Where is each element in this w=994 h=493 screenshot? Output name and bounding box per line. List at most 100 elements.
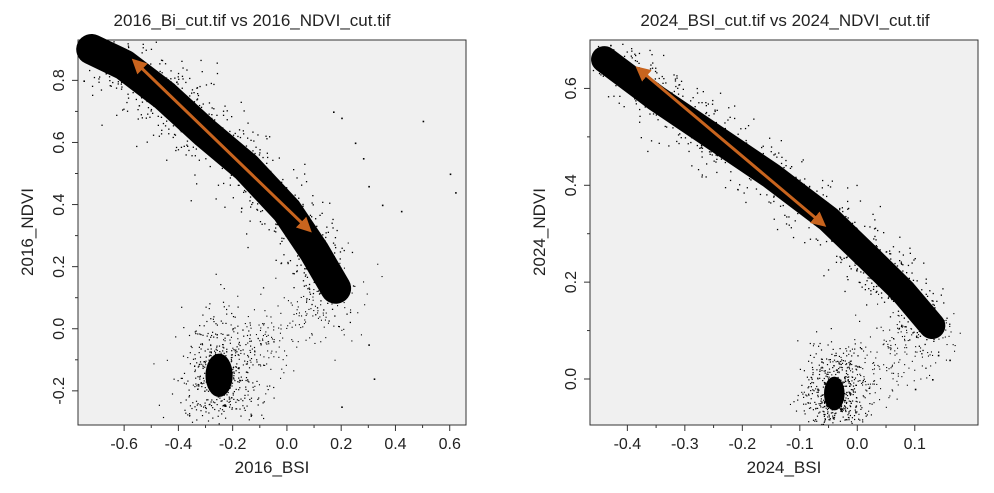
scatter-point <box>838 390 840 392</box>
scatter-point <box>759 193 762 196</box>
scatter-point <box>806 376 808 378</box>
scatter-point <box>879 277 881 279</box>
scatter-point <box>773 195 775 197</box>
scatter-point <box>855 412 857 414</box>
scatter-point <box>873 286 875 288</box>
scatter-point <box>213 321 215 323</box>
scatter-point <box>223 339 225 341</box>
scatter-point <box>673 90 675 93</box>
scatter-point <box>175 106 177 109</box>
scatter-point <box>743 144 746 146</box>
scatter-point <box>818 373 821 376</box>
scatter-point <box>927 321 929 323</box>
scatter-point <box>312 275 314 277</box>
scatter-point <box>294 226 296 228</box>
scatter-point <box>802 159 804 161</box>
scatter-point <box>890 295 892 298</box>
scatter-point <box>746 187 748 189</box>
scatter-point <box>883 280 885 282</box>
scatter-point <box>827 416 829 418</box>
scatter-point <box>221 365 223 367</box>
scatter-point <box>175 94 177 96</box>
scatter-point <box>266 363 268 365</box>
scatter-point <box>821 187 823 189</box>
scatter-point <box>655 114 657 116</box>
scatter-point <box>293 370 295 372</box>
scatter-point <box>194 386 196 388</box>
scatter-point <box>833 418 835 420</box>
scatter-point <box>770 202 772 204</box>
scatter-point <box>825 240 828 243</box>
scatter-point <box>852 394 854 396</box>
scatter-point <box>904 326 906 328</box>
scatter-point <box>851 376 853 378</box>
scatter-point <box>844 377 846 379</box>
scatter-point <box>880 326 882 328</box>
scatter-point <box>847 407 849 409</box>
scatter-point <box>844 393 846 395</box>
scatter-point <box>664 125 666 128</box>
scatter-point <box>846 238 848 241</box>
scatter-point <box>213 108 215 110</box>
scatter-point <box>231 116 233 118</box>
scatter-point <box>846 419 848 421</box>
scatter-point <box>945 322 947 324</box>
scatter-point <box>250 206 252 208</box>
scatter-point <box>832 391 834 393</box>
scatter-point <box>853 352 855 354</box>
scatter-point <box>324 240 326 242</box>
scatter-point <box>124 80 126 82</box>
scatter-point <box>238 358 240 360</box>
scatter-point <box>719 92 722 94</box>
scatter-point <box>826 409 829 411</box>
scatter-point <box>824 414 826 416</box>
scatter-point <box>847 187 849 189</box>
scatter-point <box>894 295 896 297</box>
scatter-point <box>812 382 815 384</box>
scatter-point <box>856 401 858 403</box>
scatter-point <box>320 272 322 275</box>
scatter-point <box>877 258 880 260</box>
scatter-point <box>698 138 700 140</box>
scatter-point <box>205 381 207 383</box>
scatter-point <box>636 86 638 89</box>
scatter-point <box>317 272 319 274</box>
scatter-point <box>323 278 325 281</box>
scatter-point <box>784 214 786 216</box>
scatter-point <box>194 365 196 367</box>
scatter-point <box>840 261 842 264</box>
scatter-point <box>219 381 221 383</box>
scatter-point <box>343 334 345 336</box>
scatter-point <box>829 382 831 384</box>
scatter-point <box>871 282 873 284</box>
scatter-point <box>236 351 238 353</box>
scatter-point <box>318 293 321 295</box>
scatter-point <box>737 133 739 135</box>
scatter-point <box>126 101 128 104</box>
scatter-point <box>741 160 743 162</box>
scatter-point <box>843 245 845 248</box>
scatter-point <box>850 421 852 423</box>
scatter-point <box>208 339 210 341</box>
scatter-point <box>922 349 924 352</box>
scatter-point <box>159 95 161 97</box>
scatter-point <box>236 346 238 348</box>
scatter-point <box>233 149 236 151</box>
scatter-point <box>839 420 841 422</box>
chart-2-xlabel: 2024_BSI <box>747 458 822 477</box>
scatter-point <box>210 318 212 320</box>
scatter-point <box>943 302 945 304</box>
scatter-point <box>222 114 225 116</box>
scatter-point <box>135 67 137 69</box>
scatter-point <box>740 128 742 130</box>
scatter-point <box>325 275 327 277</box>
scatter-point <box>638 62 640 64</box>
scatter-point <box>842 225 844 227</box>
scatter-point <box>811 377 813 379</box>
scatter-point <box>817 394 819 396</box>
scatter-point <box>208 386 210 388</box>
scatter-point <box>637 89 639 91</box>
scatter-point <box>235 366 237 368</box>
scatter-point <box>852 385 855 387</box>
scatter-point <box>293 273 295 275</box>
